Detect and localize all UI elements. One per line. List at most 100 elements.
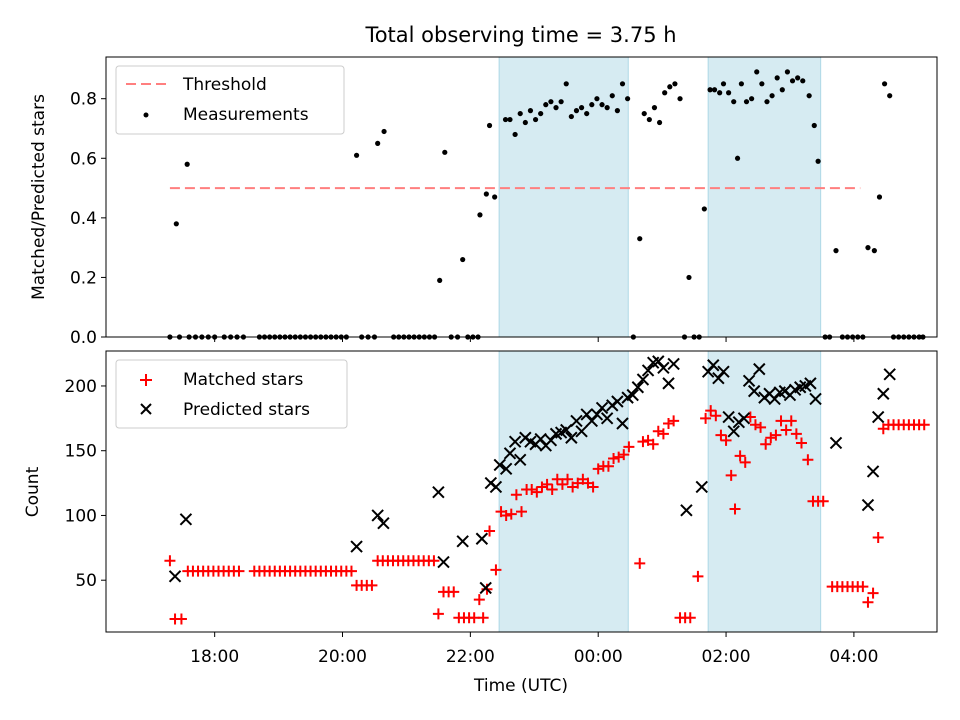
- matched-star-point: [556, 478, 568, 490]
- legend-threshold-label: Threshold: [182, 75, 267, 95]
- measurement-point: [811, 122, 817, 129]
- measurement-point: [568, 113, 574, 120]
- measurement-point: [667, 84, 673, 90]
- matched-star-points: [164, 405, 930, 625]
- matched-star-point: [541, 478, 553, 490]
- measurement-point: [543, 102, 549, 108]
- measurement-point: [800, 78, 806, 84]
- legend-measurements-swatch: [143, 112, 149, 118]
- measurement-point: [599, 102, 605, 108]
- matched-star-point: [546, 484, 558, 496]
- predicted-star-point: [737, 412, 751, 425]
- matched-star-point: [490, 564, 502, 576]
- x-tick-label: 00:00: [574, 647, 623, 667]
- matched-star-point: [500, 509, 512, 521]
- matched-star-point: [668, 415, 680, 427]
- matched-star-point: [663, 418, 675, 430]
- measurement-point: [589, 102, 595, 108]
- measurement-point: [749, 96, 755, 102]
- matched-star-point: [618, 449, 630, 461]
- predicted-star-point: [809, 392, 822, 406]
- measurement-point: [677, 96, 683, 102]
- predicted-star-point: [456, 535, 469, 548]
- measurement-point: [759, 81, 765, 87]
- matched-star-point: [775, 415, 787, 427]
- panel-bottom: 50 100 150 200 18:00 20:00 22:00 00:00 02:00 04:…: [23, 350, 938, 696]
- y-tick-label: 0.8: [70, 90, 97, 110]
- measurement-point: [492, 194, 498, 200]
- measurement-point: [558, 99, 564, 105]
- observing-interval: [707, 56, 822, 338]
- matched-star-point: [710, 410, 722, 422]
- matched-star-point: [765, 432, 777, 444]
- matched-star-point: [652, 425, 664, 437]
- measurement-point: [720, 81, 727, 87]
- predicted-star-point: [575, 425, 588, 438]
- matched-star-point: [720, 434, 732, 446]
- predicted-star-point: [829, 436, 843, 450]
- matched-star-point: [755, 421, 767, 433]
- axes-frame-top: [105, 56, 938, 338]
- matched-star-point: [739, 456, 751, 468]
- measurement-point: [779, 87, 785, 93]
- legend-predicted-swatch: [140, 403, 152, 415]
- matched-star-point: [526, 484, 538, 496]
- predicted-star-point: [657, 361, 670, 375]
- predicted-star-point: [499, 462, 513, 476]
- measurement-point: [548, 99, 554, 105]
- measurement-point: [584, 110, 590, 117]
- measurement-point: [502, 116, 509, 123]
- measurement-point: [641, 110, 647, 117]
- matched-star-point: [623, 441, 635, 453]
- measurement-point: [553, 105, 559, 111]
- measurement-point: [865, 245, 871, 251]
- matched-star-point: [780, 424, 792, 436]
- legend-matched-label: Matched stars: [183, 370, 303, 390]
- measurement-point: [381, 128, 387, 135]
- predicted-star-point: [479, 581, 492, 595]
- measurement-point: [789, 78, 796, 84]
- predicted-star-point: [432, 485, 445, 499]
- predicted-star-point: [565, 431, 578, 444]
- measurement-point: [578, 105, 585, 111]
- measurement-point: [876, 194, 883, 200]
- matched-star-point: [657, 428, 669, 440]
- legend-box: [115, 359, 348, 429]
- predicted-star-point: [866, 465, 880, 478]
- predicted-star-point: [680, 504, 693, 517]
- matched-star-point: [692, 570, 704, 582]
- predicted-star-point: [560, 423, 573, 437]
- matched-star-point: [647, 438, 659, 450]
- predicted-star-point: [695, 480, 708, 494]
- predicted-star-point: [179, 513, 193, 526]
- measurement-point: [795, 75, 801, 81]
- predicted-star-point: [707, 359, 720, 372]
- y-tick-label: 150: [65, 442, 97, 462]
- observing-interval: [707, 350, 822, 633]
- measurement-point: [522, 119, 528, 126]
- y-tick-label: 0.2: [70, 268, 97, 288]
- y-axis-label-top: Matched/Predicted stars: [29, 94, 49, 300]
- measurement-point: [806, 93, 812, 99]
- matched-star-point: [715, 429, 727, 441]
- measurement-point: [173, 221, 179, 227]
- predicted-star-point: [667, 357, 680, 371]
- matched-star-point: [531, 486, 543, 498]
- measurement-point: [726, 90, 732, 96]
- matched-star-point: [602, 460, 614, 472]
- measurement-point: [507, 116, 513, 123]
- matched-star-point: [473, 594, 485, 606]
- measurement-point: [784, 69, 791, 75]
- matched-star-point: [164, 555, 176, 567]
- observing-intervals-top: [498, 56, 822, 338]
- legend-matched-swatch: [140, 374, 152, 386]
- measurement-point: [738, 81, 744, 87]
- matched-star-point: [684, 612, 696, 624]
- measurement-point: [460, 256, 466, 263]
- predicted-star-point: [662, 377, 675, 390]
- matched-star-point: [613, 451, 625, 463]
- measurement-point: [774, 75, 780, 81]
- matched-star-point: [872, 531, 884, 543]
- matched-star-point: [857, 581, 869, 593]
- measurement-point: [833, 248, 839, 254]
